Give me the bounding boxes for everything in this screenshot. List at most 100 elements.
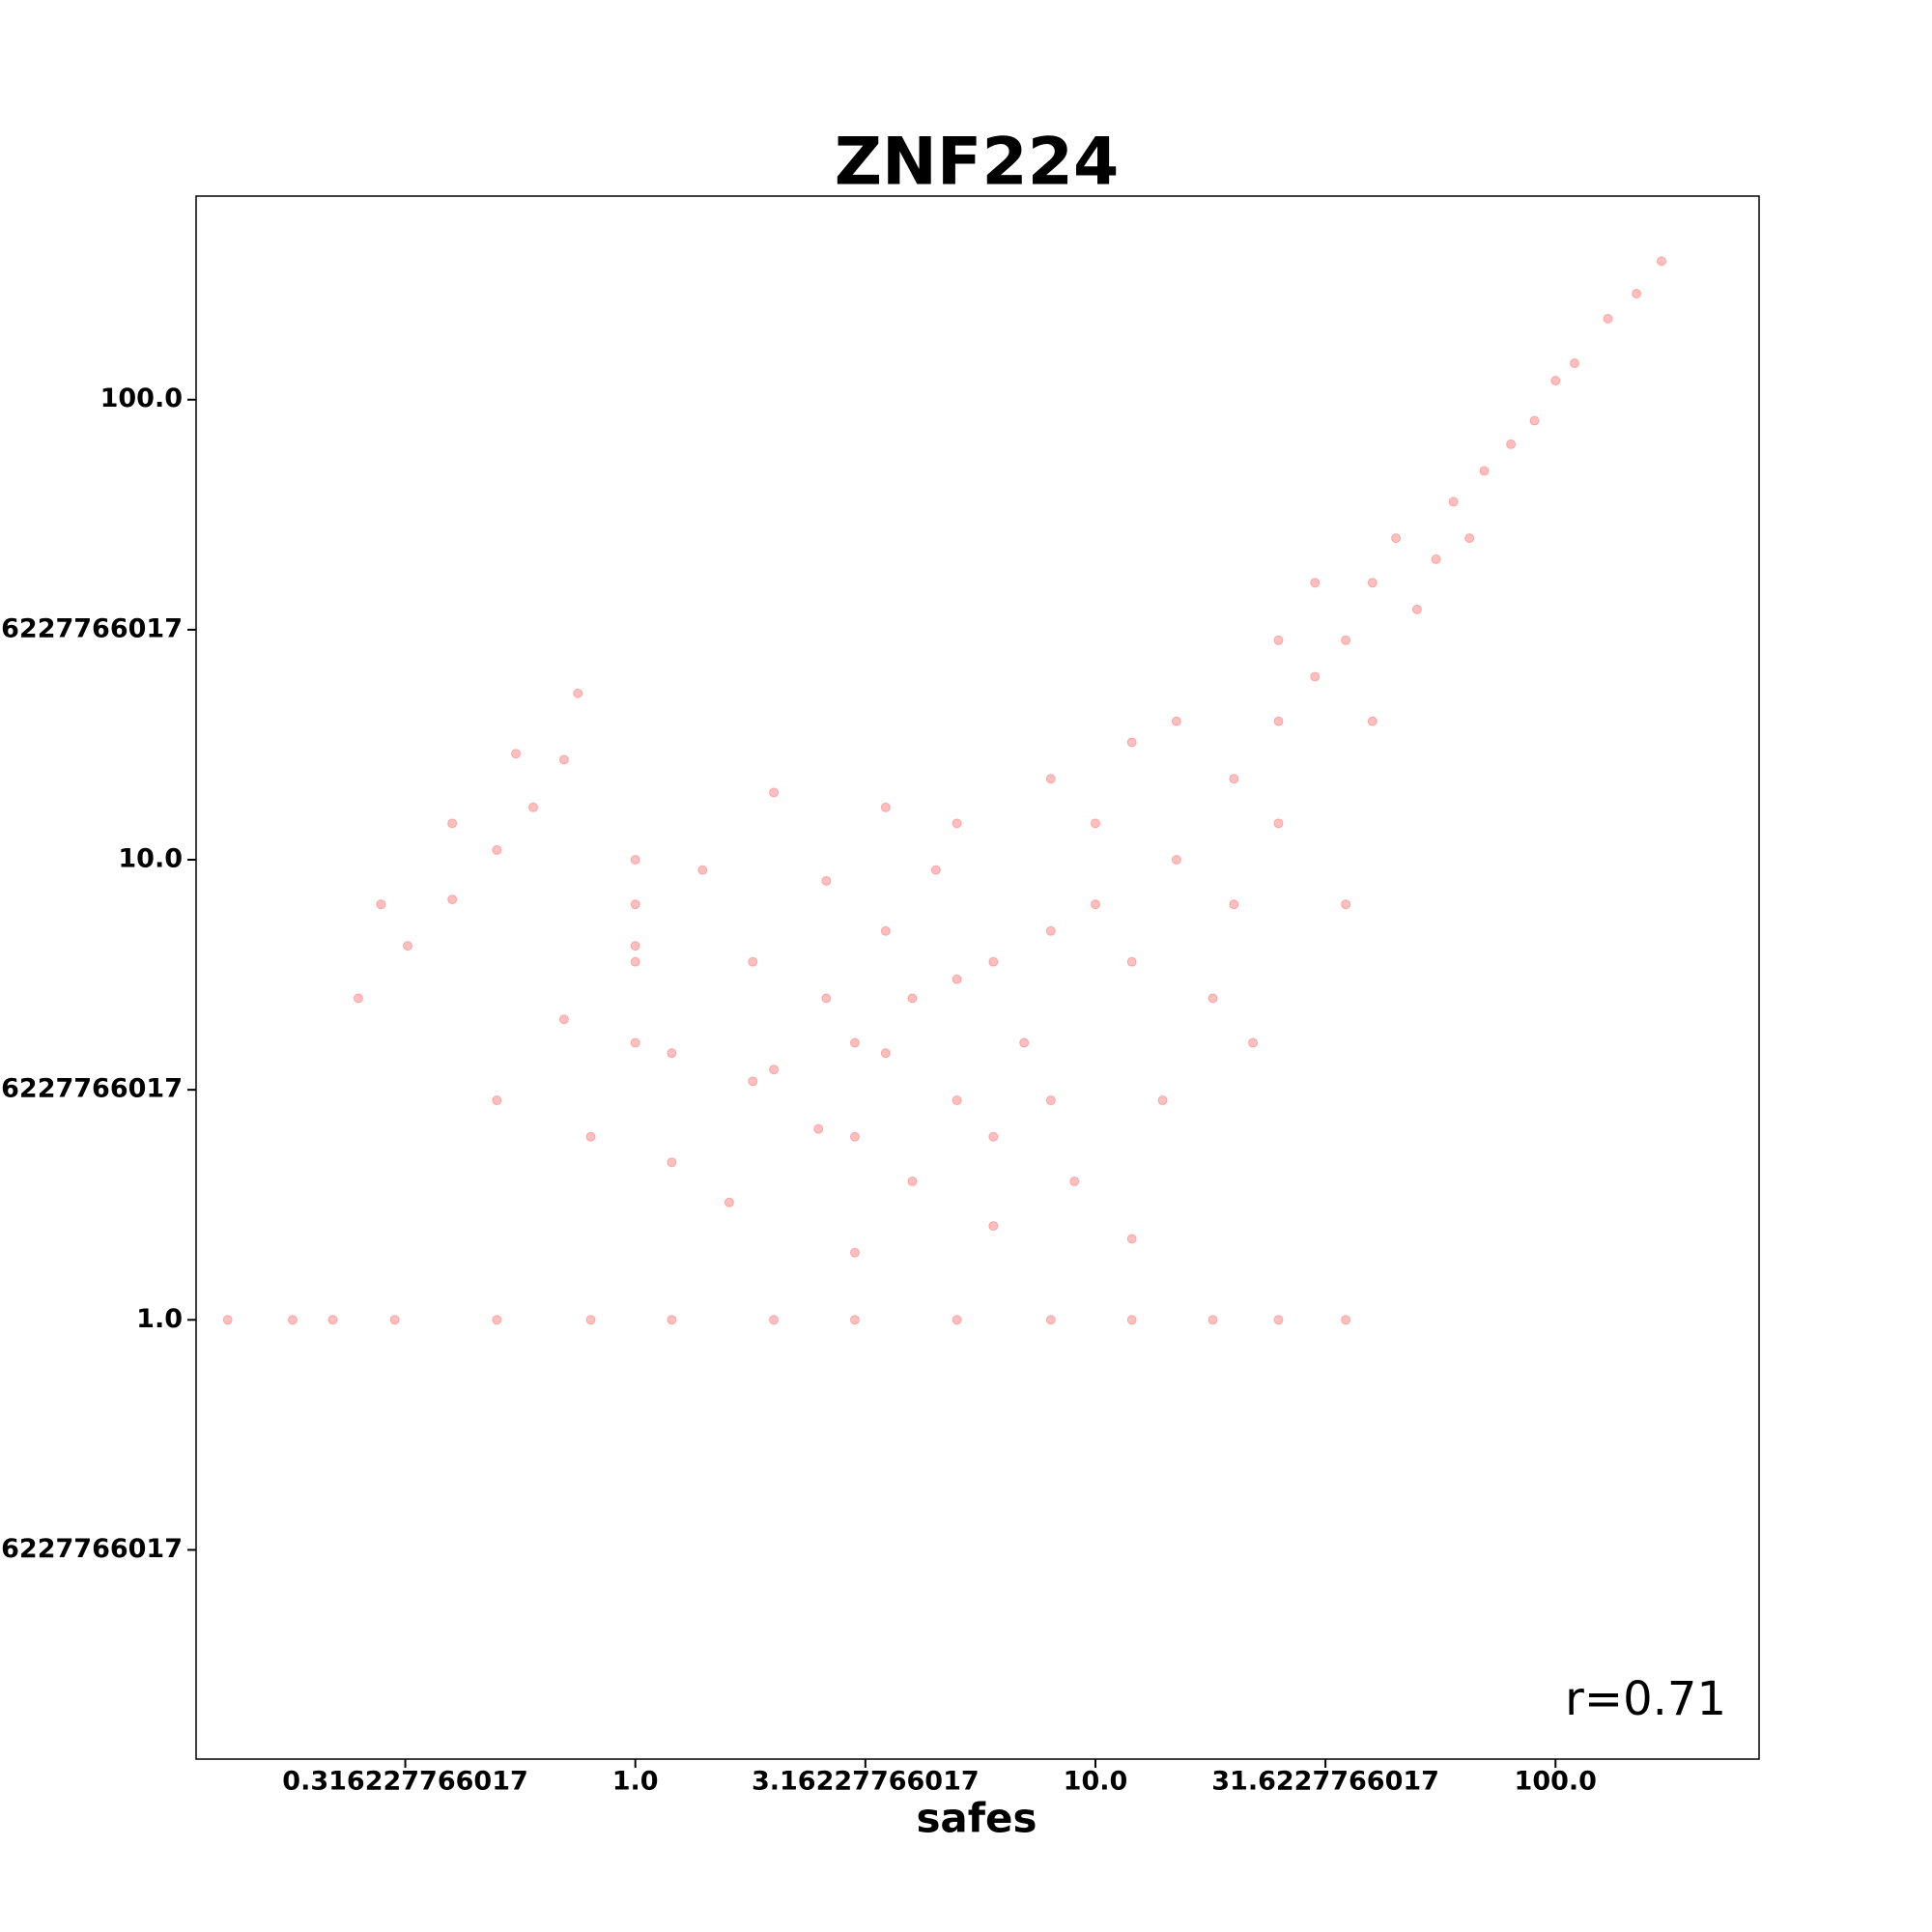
point	[1506, 439, 1517, 449]
point	[630, 899, 640, 910]
point	[1411, 604, 1422, 614]
point	[748, 1076, 758, 1087]
x-tick-label: 0.316227766017	[282, 1767, 527, 1797]
point	[1464, 533, 1475, 544]
point	[1479, 466, 1490, 476]
point	[1171, 716, 1181, 726]
x-tick-label: 100.0	[1515, 1767, 1597, 1797]
point	[1310, 671, 1321, 682]
point	[1045, 925, 1056, 936]
x-tick-label: 1.0	[612, 1767, 659, 1797]
point	[697, 865, 708, 875]
point	[1126, 1315, 1137, 1325]
point	[1273, 818, 1284, 829]
chart-title: ZNF224	[835, 125, 1120, 201]
point	[1341, 635, 1351, 645]
point	[952, 818, 962, 829]
point	[880, 802, 891, 812]
point	[1273, 716, 1284, 726]
point	[769, 1315, 780, 1325]
point	[988, 1131, 999, 1142]
point	[1603, 313, 1613, 324]
point	[630, 956, 640, 967]
point	[821, 875, 832, 886]
point	[988, 956, 999, 967]
point	[1069, 1176, 1080, 1186]
point	[849, 1131, 860, 1142]
point	[447, 895, 458, 905]
point	[1229, 899, 1239, 910]
point	[952, 1095, 962, 1106]
point	[769, 1065, 780, 1075]
point	[1341, 899, 1351, 910]
point	[1529, 415, 1540, 426]
point	[930, 865, 941, 875]
point	[1310, 578, 1321, 588]
point	[376, 899, 386, 910]
point	[573, 688, 583, 698]
point	[630, 941, 640, 952]
point	[1341, 1315, 1351, 1325]
point	[585, 1315, 596, 1325]
point	[849, 1247, 860, 1258]
x-tick-label: 31.6227766017	[1211, 1767, 1439, 1797]
point	[907, 993, 918, 1004]
point	[1019, 1037, 1030, 1048]
point	[849, 1315, 860, 1325]
y-tick-label: 0.316227766017	[0, 1534, 183, 1564]
point	[1045, 1315, 1056, 1325]
y-tick-label: 3.16227766017	[0, 1074, 183, 1104]
point	[821, 993, 832, 1004]
point	[988, 1221, 999, 1232]
point	[492, 844, 502, 855]
point	[403, 941, 413, 952]
point	[287, 1315, 298, 1325]
point	[1045, 1095, 1056, 1106]
plot-frame	[195, 195, 1760, 1760]
y-tick-label: 10.0	[118, 844, 183, 874]
point	[952, 1315, 962, 1325]
point	[585, 1131, 596, 1142]
point	[353, 993, 363, 1004]
point	[1229, 774, 1239, 784]
point	[1569, 358, 1579, 369]
point	[1632, 288, 1642, 298]
point	[1090, 818, 1100, 829]
point	[1090, 899, 1100, 910]
point	[558, 1014, 569, 1025]
point	[492, 1095, 502, 1106]
point	[1273, 635, 1284, 645]
x-axis-label: safes	[916, 1795, 1037, 1842]
point	[222, 1315, 233, 1325]
point	[1157, 1095, 1168, 1106]
point	[907, 1176, 918, 1186]
point	[1391, 533, 1402, 544]
point	[748, 956, 758, 967]
x-tick-label: 10.0	[1064, 1767, 1128, 1797]
y-tick-label: 1.0	[136, 1304, 183, 1334]
point	[1248, 1037, 1259, 1048]
point	[1045, 774, 1056, 784]
point	[327, 1315, 338, 1325]
point	[1273, 1315, 1284, 1325]
point	[528, 802, 539, 812]
point	[1126, 737, 1137, 748]
point	[511, 749, 522, 759]
point	[1208, 1315, 1218, 1325]
point	[1126, 1234, 1137, 1244]
y-tick-label: 31.6227766017	[0, 613, 183, 643]
point	[880, 925, 891, 936]
point	[952, 974, 962, 984]
point	[492, 1315, 502, 1325]
point	[630, 1037, 640, 1048]
point	[1171, 855, 1181, 866]
point	[558, 754, 569, 765]
point	[769, 787, 780, 798]
point	[1126, 956, 1137, 967]
point	[1208, 993, 1218, 1004]
point	[667, 1315, 677, 1325]
y-tick-label: 100.0	[100, 384, 183, 413]
point	[1431, 554, 1441, 564]
point	[1367, 716, 1378, 726]
